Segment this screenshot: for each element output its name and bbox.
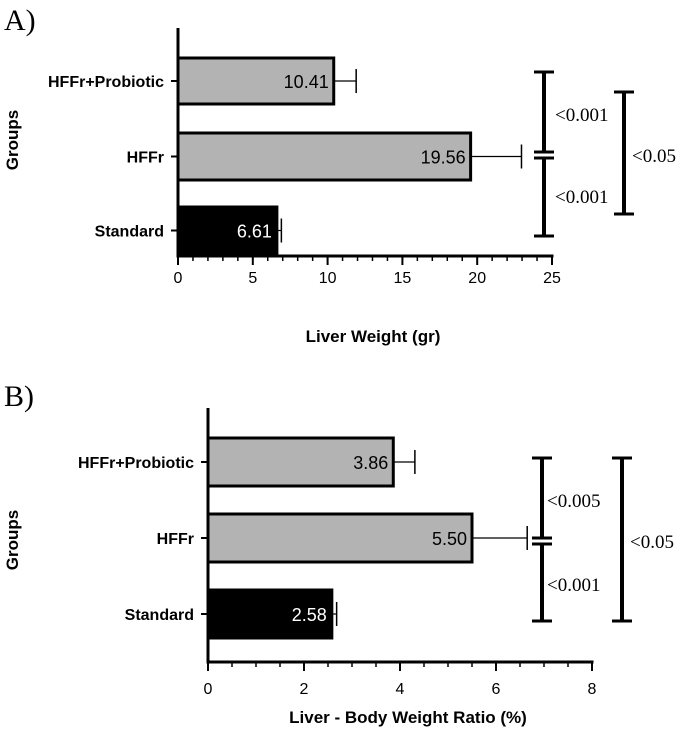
x-axis-title: Liver Weight (gr)	[306, 327, 441, 346]
bar-value-label: 6.61	[237, 222, 272, 242]
panel-letter: A)	[4, 4, 36, 37]
x-tick-label: 4	[396, 681, 405, 698]
significance-label: <0.05	[632, 146, 676, 167]
significance-label: <0.001	[555, 105, 608, 126]
x-tick-label: 8	[588, 681, 597, 698]
bar-value-label: 5.50	[432, 529, 467, 549]
y-axis-title: Groups	[3, 110, 22, 170]
category-label: HFFr	[157, 531, 194, 548]
x-tick-label: 0	[174, 270, 183, 287]
bar-value-label: 3.86	[353, 453, 388, 473]
panel-letter: B)	[4, 380, 34, 413]
significance-label: <0.05	[630, 532, 674, 553]
category-label: Standard	[95, 224, 164, 241]
x-tick-label: 6	[492, 681, 501, 698]
y-axis-title: Groups	[3, 510, 22, 570]
significance-label: <0.001	[555, 187, 608, 208]
bar	[206, 512, 474, 564]
panel-a: A) Groups 10.41 HFFr+Probiotic 19.56 HFFr 6.61…	[3, 4, 676, 346]
category-label: HFFr+Probiotic	[48, 74, 164, 91]
category-label: Standard	[125, 607, 194, 624]
panel-b: B) Groups 3.86 HFFr+Probiotic 5.50 HFFr 2.58 St…	[3, 380, 674, 727]
x-tick-label: 25	[543, 270, 561, 287]
bar	[176, 131, 473, 182]
bar-value-label: 19.56	[421, 148, 466, 168]
x-axis-title: Liver - Body Weight Ratio (%)	[289, 708, 527, 727]
x-tick-label: 15	[394, 270, 412, 287]
bar-value-label: 10.41	[284, 72, 329, 92]
x-tick-label: 5	[248, 270, 257, 287]
x-tick-label: 10	[319, 270, 337, 287]
x-tick-label: 0	[204, 681, 213, 698]
category-label: HFFr+Probiotic	[78, 455, 194, 472]
x-tick-label: 2	[300, 681, 309, 698]
bar-value-label: 2.58	[292, 605, 327, 625]
significance-label: <0.005	[547, 491, 600, 512]
category-label: HFFr	[127, 150, 164, 167]
significance-label: <0.001	[547, 575, 600, 596]
x-tick-label: 20	[468, 270, 486, 287]
bar	[206, 588, 334, 640]
